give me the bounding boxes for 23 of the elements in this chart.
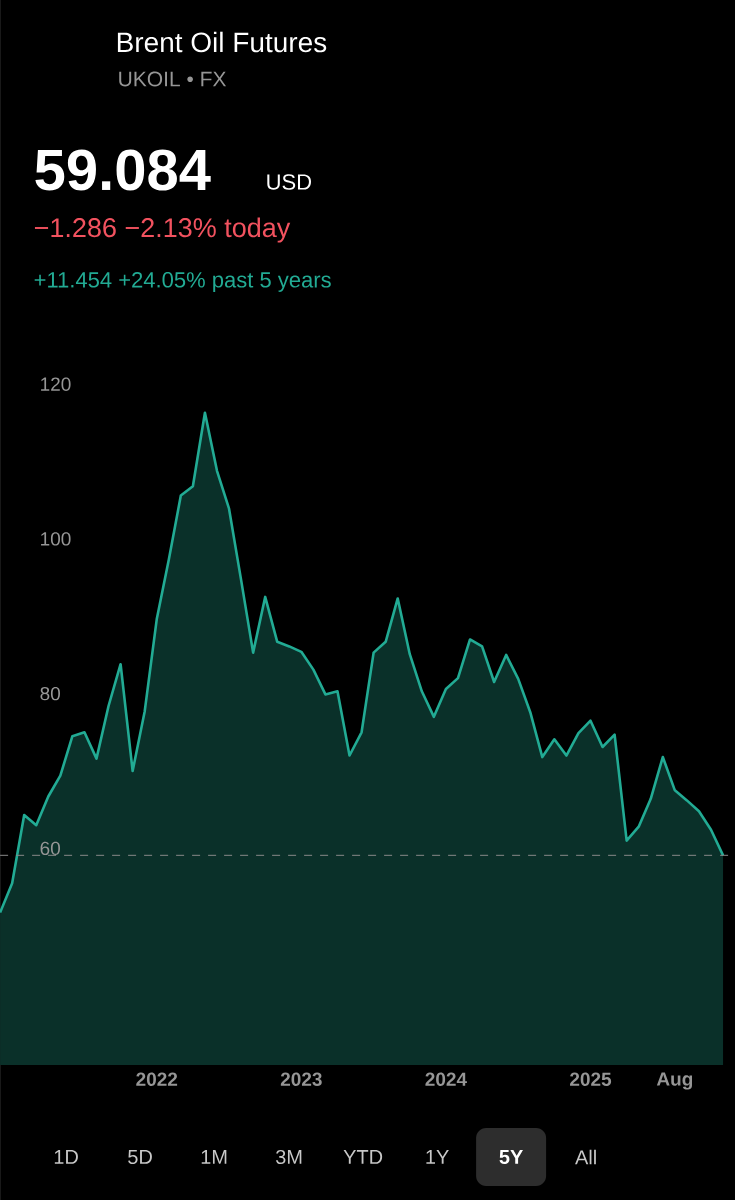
y-tick-label: 100 [40, 532, 71, 546]
text: 1D [54, 1150, 78, 1164]
text: 5D [128, 1150, 152, 1164]
y-tick-label: 80 [40, 686, 60, 701]
text: 59.084 [35, 149, 211, 191]
text: 5Y [499, 1150, 523, 1164]
chart-subtitle: UKOIL • FX [119, 71, 226, 87]
y-tick-label: 60 [40, 841, 60, 856]
text: YTD [343, 1150, 383, 1164]
x-tick-label: 2025 [569, 1072, 611, 1086]
x-tick-label: 2022 [136, 1072, 178, 1086]
y-tick-label: 120 [40, 377, 71, 391]
x-tick-label: 2024 [425, 1072, 467, 1086]
text: USD [267, 174, 311, 190]
text: −1.286 −2.13% today [34, 217, 291, 243]
x-tick-label: 2023 [280, 1072, 322, 1086]
text: All [574, 1149, 596, 1165]
text: 1M [201, 1150, 227, 1164]
x-tick-label: Aug [656, 1072, 692, 1090]
text: 1Y [426, 1150, 449, 1164]
chart-title: Brent Oil Futures [117, 31, 327, 53]
text: +11.454 +24.05% past 5 years [34, 272, 331, 292]
text: 3M [275, 1149, 302, 1165]
